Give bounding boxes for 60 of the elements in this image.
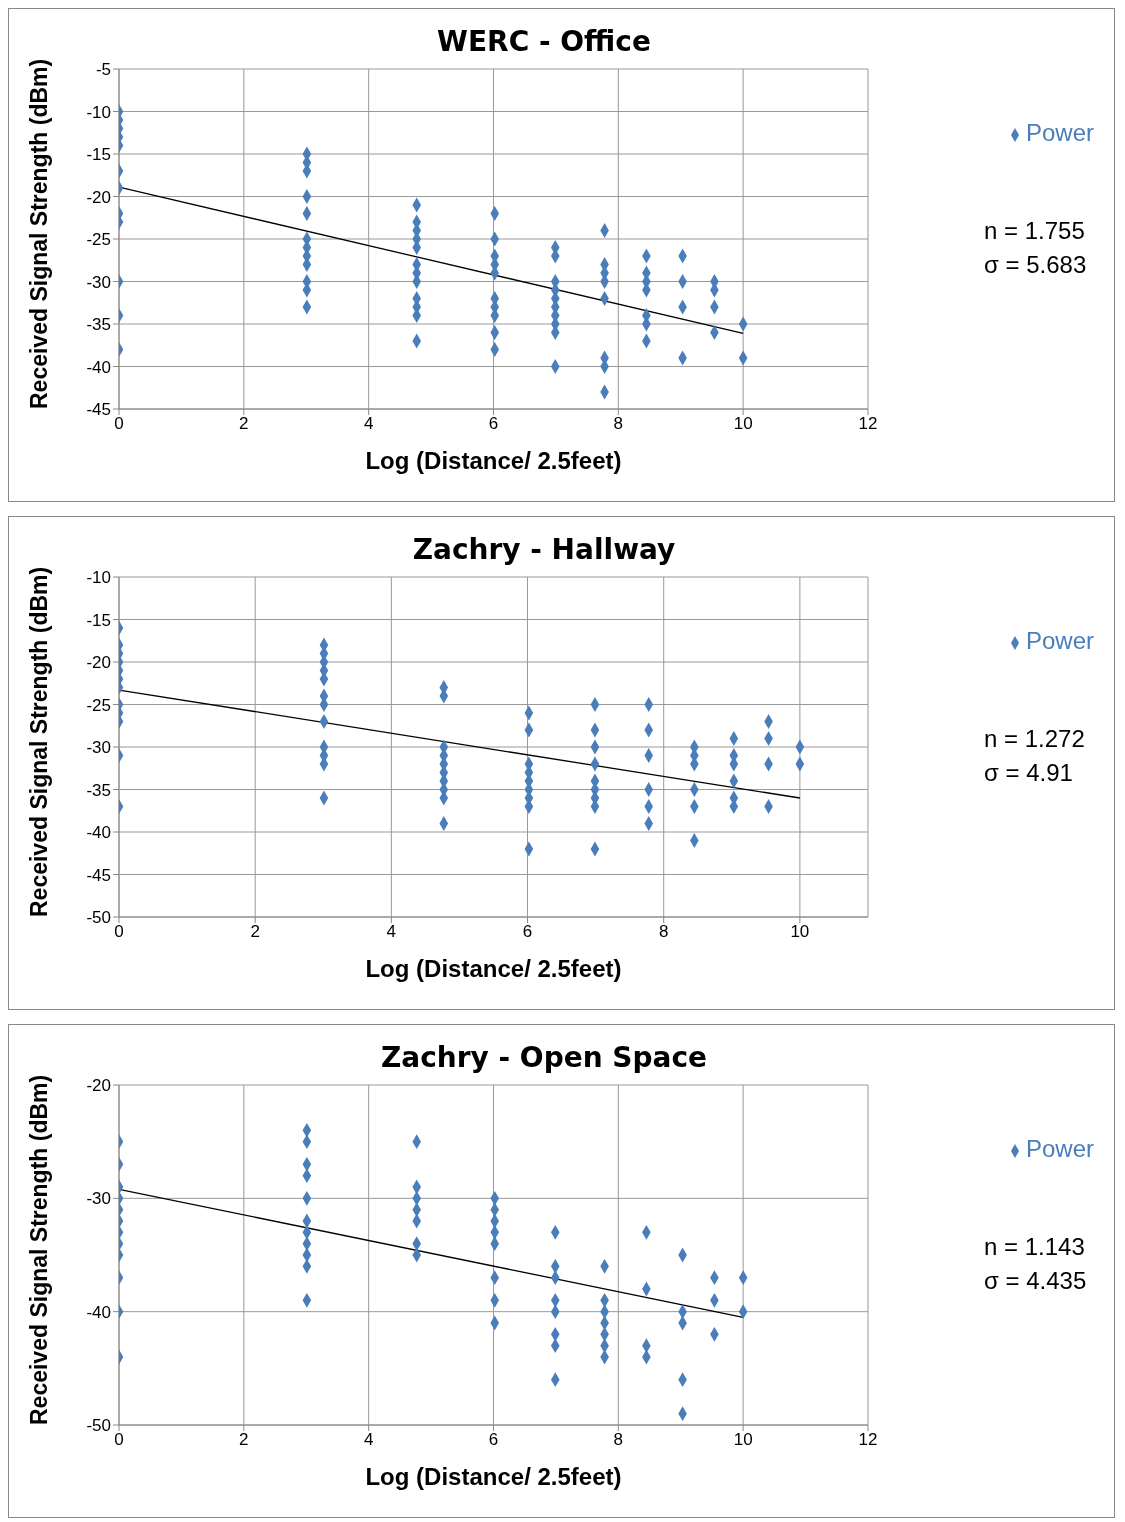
y-tick-label: -40 xyxy=(86,823,111,843)
x-tick-label: 2 xyxy=(250,922,260,942)
chart-title: WERC - Office xyxy=(436,25,652,58)
text: σ = 4.435 xyxy=(984,1266,1088,1296)
x-tick-label: 2 xyxy=(239,414,249,434)
y-tick-label: -10 xyxy=(86,568,111,588)
x-axis-title: Log (Distance/ 2.5feet) xyxy=(365,1463,622,1490)
text: σ = 5.683 xyxy=(984,250,1088,280)
x-tick-label: 4 xyxy=(363,1430,374,1450)
y-tick-label: -20 xyxy=(86,653,111,673)
x-tick-label: 6 xyxy=(488,414,499,434)
y-tick-label: -5 xyxy=(95,60,111,80)
x-tick-label: 4 xyxy=(363,414,374,434)
text: n = 1.755 xyxy=(984,216,1086,246)
y-tick-label: -15 xyxy=(86,610,111,630)
x-tick-label: 0 xyxy=(114,922,124,942)
text: σ = 4.91 xyxy=(984,758,1074,788)
legend-label: Power xyxy=(1025,1135,1094,1162)
y-tick-label: -20 xyxy=(86,187,111,207)
text: n = 1.143 xyxy=(984,1232,1086,1262)
x-axis-title: Log (Distance/ 2.5feet) xyxy=(365,955,622,982)
x-tick-label: 2 xyxy=(239,1430,249,1450)
y-tick-label: -30 xyxy=(86,738,111,758)
x-tick-label: 8 xyxy=(613,414,624,434)
text: n = 1.272 xyxy=(984,724,1086,754)
chart-title: Zachry - Hallway xyxy=(411,533,677,566)
y-axis-title: Received Signal Strength (dBm) xyxy=(26,58,53,409)
y-tick-label: -45 xyxy=(86,400,111,420)
y-axis-title: Received Signal Strength (dBm) xyxy=(26,566,53,917)
y-tick-label: -20 xyxy=(86,1076,111,1096)
y-tick-label: -30 xyxy=(86,1189,111,1209)
y-tick-label: -35 xyxy=(86,780,111,800)
x-tick-label: 0 xyxy=(114,1430,124,1450)
y-tick-label: -40 xyxy=(86,357,111,377)
y-tick-label: -50 xyxy=(86,1416,111,1436)
x-tick-label: 12 xyxy=(858,1430,878,1450)
chart-title: Zachry - Open Space xyxy=(379,1041,709,1074)
y-tick-label: -10 xyxy=(86,102,111,122)
y-axis-title: Received Signal Strength (dBm) xyxy=(26,1074,53,1425)
x-tick-label: 8 xyxy=(613,1430,624,1450)
x-tick-label: 10 xyxy=(733,1430,753,1450)
y-tick-label: -40 xyxy=(86,1302,111,1322)
x-tick-label: 10 xyxy=(733,414,753,434)
y-tick-label: -45 xyxy=(86,865,111,885)
legend-label: Power xyxy=(1025,627,1094,654)
y-tick-label: -25 xyxy=(86,230,111,250)
x-axis-title: Log (Distance/ 2.5feet) xyxy=(365,447,622,474)
y-tick-label: -15 xyxy=(86,145,111,165)
x-tick-label: 10 xyxy=(790,922,810,942)
x-tick-label: 6 xyxy=(522,922,533,942)
y-tick-label: -25 xyxy=(86,695,111,715)
y-tick-label: -35 xyxy=(86,315,111,335)
x-tick-label: 8 xyxy=(658,922,669,942)
x-tick-label: 6 xyxy=(488,1430,499,1450)
x-tick-label: 12 xyxy=(858,414,878,434)
y-tick-label: -30 xyxy=(86,272,111,292)
x-tick-label: 0 xyxy=(114,414,124,434)
y-tick-label: -50 xyxy=(86,908,111,928)
x-tick-label: 4 xyxy=(386,922,397,942)
legend-label: Power xyxy=(1025,119,1094,146)
